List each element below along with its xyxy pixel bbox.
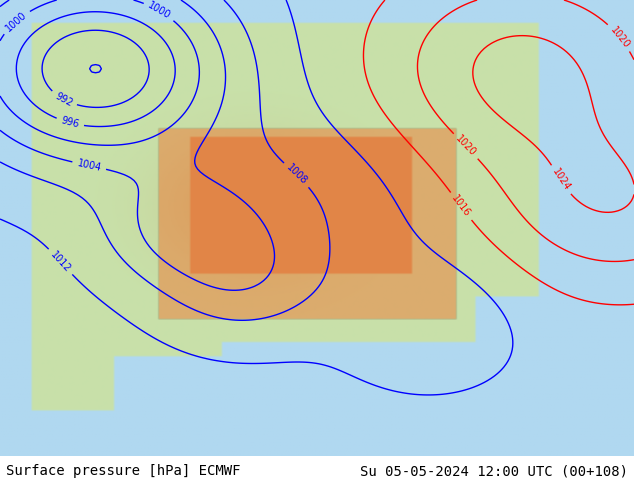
Text: 996: 996 (60, 116, 81, 130)
Text: 1020: 1020 (608, 24, 631, 50)
Text: 1000: 1000 (3, 10, 29, 33)
Text: 1020: 1020 (454, 134, 478, 158)
Text: 1016: 1016 (450, 194, 472, 219)
Text: Su 05-05-2024 12:00 UTC (00+108): Su 05-05-2024 12:00 UTC (00+108) (359, 464, 628, 478)
Text: 1008: 1008 (284, 163, 309, 187)
Text: Surface pressure [hPa] ECMWF: Surface pressure [hPa] ECMWF (6, 464, 241, 478)
Text: 992: 992 (53, 91, 74, 108)
Text: 1004: 1004 (76, 158, 102, 173)
Text: 1012: 1012 (49, 249, 72, 274)
Text: 1000: 1000 (146, 0, 172, 21)
Text: 1024: 1024 (550, 167, 572, 193)
